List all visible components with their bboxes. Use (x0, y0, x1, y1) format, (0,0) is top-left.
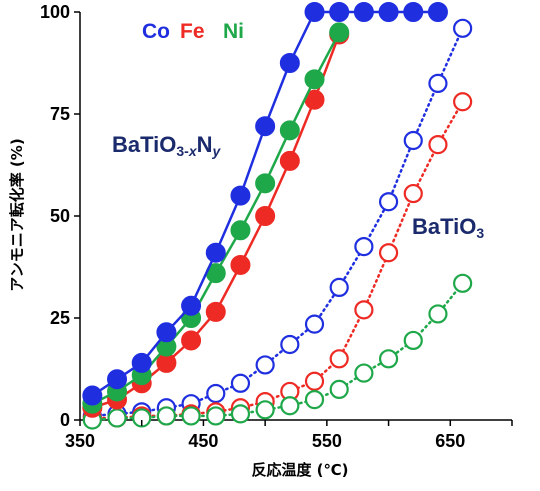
data-point (354, 300, 374, 320)
series-line (91, 27, 464, 418)
series-line (91, 31, 341, 405)
data-point (378, 2, 399, 22)
legend-ni-label: Ni (223, 20, 244, 43)
ticks-layer: 350 450 550 650 0 25 50 75 100 (40, 2, 513, 451)
data-point (206, 383, 226, 404)
series-0 (82, 2, 448, 406)
legend-co-label: Co (142, 20, 170, 43)
data-point (403, 2, 424, 22)
series-1 (82, 22, 350, 414)
data-point (181, 406, 201, 426)
data-point (280, 396, 300, 416)
data-point (156, 322, 177, 343)
data-point (304, 371, 325, 391)
data-point (329, 2, 350, 22)
nitride-label-subvar: x (188, 143, 198, 159)
data-point (304, 390, 325, 410)
y-tick-label: 0 (60, 410, 70, 430)
series-line (91, 33, 341, 409)
x-tick-label: 450 (188, 431, 218, 451)
data-point (255, 116, 276, 137)
data-point (156, 406, 176, 426)
x-tick-label: 550 (312, 431, 342, 451)
data-point (279, 150, 300, 171)
data-point (280, 334, 300, 355)
data-point (304, 69, 325, 90)
data-point (181, 330, 202, 351)
data-point (107, 369, 128, 390)
data-point (354, 237, 374, 257)
data-point (304, 314, 325, 334)
y-tick-label: 25 (50, 308, 70, 328)
y-tick-label: 75 (50, 104, 70, 124)
data-point (428, 73, 448, 94)
data-point (131, 352, 152, 373)
data-point (181, 295, 202, 316)
data-point (230, 373, 251, 393)
data-point (255, 173, 276, 194)
series-line (91, 282, 464, 422)
series-layer (82, 2, 473, 430)
data-point (453, 18, 473, 38)
data-point (304, 2, 325, 22)
data-point (230, 404, 251, 424)
data-point (82, 385, 103, 406)
data-point (427, 2, 448, 22)
data-point (403, 130, 423, 151)
data-point (230, 185, 251, 206)
data-point (255, 206, 276, 226)
series-legend: Co Fe Ni (142, 20, 244, 43)
nitride-label-sub: 3- (176, 143, 189, 159)
data-point (279, 120, 300, 141)
data-point (403, 183, 423, 204)
x-axis-title: 反応温度 (℃) (251, 461, 348, 479)
data-point (378, 349, 399, 369)
x-tick-label: 650 (435, 431, 465, 451)
legend-fe-label: Fe (180, 20, 205, 43)
data-point (329, 379, 349, 399)
data-point (329, 349, 349, 369)
data-point (205, 242, 226, 263)
nitride-label: BaTiO3-xNy (112, 132, 222, 159)
oxide-label-sub: 3 (476, 225, 484, 241)
y-axis-title: アンモニア転化率 (%) (8, 138, 26, 291)
nitride-label-main: BaTiO (112, 132, 176, 157)
data-point (107, 408, 127, 428)
x-tick-label: 350 (65, 431, 95, 451)
data-point (453, 92, 473, 112)
data-point (353, 2, 374, 22)
nitride-label-end: y (212, 143, 222, 159)
data-point (354, 363, 374, 383)
data-point (255, 400, 275, 420)
oxide-label-main: BaTiO (412, 214, 476, 239)
data-point (403, 330, 423, 351)
data-point (230, 220, 251, 241)
data-point (329, 277, 349, 297)
data-point (329, 22, 350, 43)
data-point (279, 53, 300, 73)
series-2 (82, 24, 350, 418)
data-point (230, 254, 251, 275)
data-point (378, 192, 399, 212)
data-point (428, 135, 448, 155)
y-tick-label: 100 (40, 2, 70, 22)
data-point (206, 406, 226, 426)
data-point (453, 273, 473, 293)
nitride-label-mid: N (197, 132, 213, 157)
data-point (255, 355, 275, 375)
data-point (428, 304, 448, 324)
y-tick-label: 50 (50, 206, 70, 226)
data-point (205, 301, 226, 322)
data-point (378, 243, 399, 263)
data-point (132, 408, 152, 428)
oxide-label: BaTiO3 (412, 214, 484, 241)
